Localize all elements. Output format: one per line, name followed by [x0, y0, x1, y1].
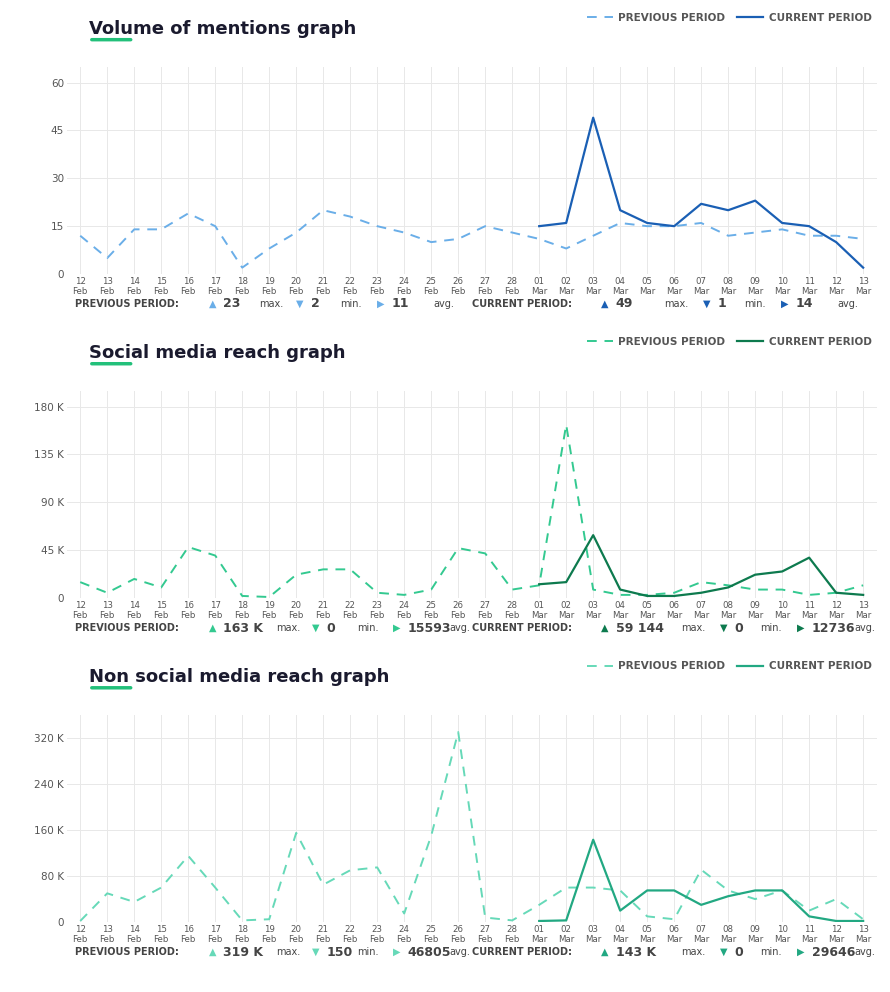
Text: ▲: ▲: [602, 299, 609, 309]
Text: 12736: 12736: [812, 622, 855, 635]
Text: min.: min.: [341, 299, 362, 309]
Text: max.: max.: [681, 947, 705, 957]
Legend: PREVIOUS PERIOD, CURRENT PERIOD: PREVIOUS PERIOD, CURRENT PERIOD: [587, 13, 871, 23]
Text: PREVIOUS PERIOD:: PREVIOUS PERIOD:: [75, 623, 179, 633]
Text: ▼: ▼: [312, 947, 320, 957]
Text: CURRENT PERIOD:: CURRENT PERIOD:: [472, 947, 571, 957]
Text: 59 144: 59 144: [616, 622, 664, 635]
Text: ▶: ▶: [797, 947, 805, 957]
Text: avg.: avg.: [449, 623, 471, 633]
Text: CURRENT PERIOD:: CURRENT PERIOD:: [472, 299, 571, 309]
Text: max.: max.: [665, 299, 689, 309]
Text: Non social media reach graph: Non social media reach graph: [89, 668, 390, 685]
Text: max.: max.: [260, 299, 284, 309]
Text: 1: 1: [718, 298, 726, 310]
Text: 0: 0: [734, 622, 743, 635]
Text: Volume of mentions graph: Volume of mentions graph: [89, 20, 356, 38]
Text: 11: 11: [392, 298, 409, 310]
Text: 46805: 46805: [408, 945, 451, 958]
Text: 0: 0: [327, 622, 336, 635]
Text: ▶: ▶: [377, 299, 384, 309]
Text: PREVIOUS PERIOD:: PREVIOUS PERIOD:: [75, 299, 179, 309]
Text: ▼: ▼: [719, 623, 727, 633]
Text: min.: min.: [760, 623, 781, 633]
Text: avg.: avg.: [449, 947, 471, 957]
Text: min.: min.: [760, 947, 781, 957]
Text: max.: max.: [681, 623, 705, 633]
Legend: PREVIOUS PERIOD, CURRENT PERIOD: PREVIOUS PERIOD, CURRENT PERIOD: [587, 337, 871, 347]
Text: ▶: ▶: [393, 623, 400, 633]
Text: ▲: ▲: [208, 623, 216, 633]
Text: ▼: ▼: [312, 623, 320, 633]
Text: 319 K: 319 K: [223, 945, 263, 958]
Text: min.: min.: [357, 623, 378, 633]
Text: avg.: avg.: [854, 947, 875, 957]
Text: avg.: avg.: [854, 623, 875, 633]
Text: 23: 23: [223, 298, 240, 310]
Legend: PREVIOUS PERIOD, CURRENT PERIOD: PREVIOUS PERIOD, CURRENT PERIOD: [587, 661, 871, 672]
Text: ▼: ▼: [703, 299, 711, 309]
Text: 15593: 15593: [408, 622, 451, 635]
Text: ▶: ▶: [393, 947, 400, 957]
Text: ▲: ▲: [602, 623, 609, 633]
Text: 143 K: 143 K: [616, 945, 656, 958]
Text: 150: 150: [327, 945, 353, 958]
Text: 163 K: 163 K: [223, 622, 263, 635]
Text: PREVIOUS PERIOD:: PREVIOUS PERIOD:: [75, 947, 179, 957]
Text: 14: 14: [796, 298, 813, 310]
Text: ▶: ▶: [781, 299, 789, 309]
Text: ▼: ▼: [719, 947, 727, 957]
Text: max.: max.: [276, 947, 300, 957]
Text: CURRENT PERIOD:: CURRENT PERIOD:: [472, 623, 571, 633]
Text: max.: max.: [276, 623, 300, 633]
Text: min.: min.: [357, 947, 378, 957]
Text: 0: 0: [734, 945, 743, 958]
Text: ▲: ▲: [208, 947, 216, 957]
Text: avg.: avg.: [837, 299, 859, 309]
Text: 49: 49: [616, 298, 634, 310]
Text: ▼: ▼: [296, 299, 303, 309]
Text: min.: min.: [744, 299, 765, 309]
Text: 29646: 29646: [812, 945, 855, 958]
Text: 2: 2: [311, 298, 320, 310]
Text: Social media reach graph: Social media reach graph: [89, 344, 345, 362]
Text: ▶: ▶: [797, 623, 805, 633]
Text: ▲: ▲: [602, 947, 609, 957]
Text: ▲: ▲: [208, 299, 216, 309]
Text: avg.: avg.: [433, 299, 455, 309]
